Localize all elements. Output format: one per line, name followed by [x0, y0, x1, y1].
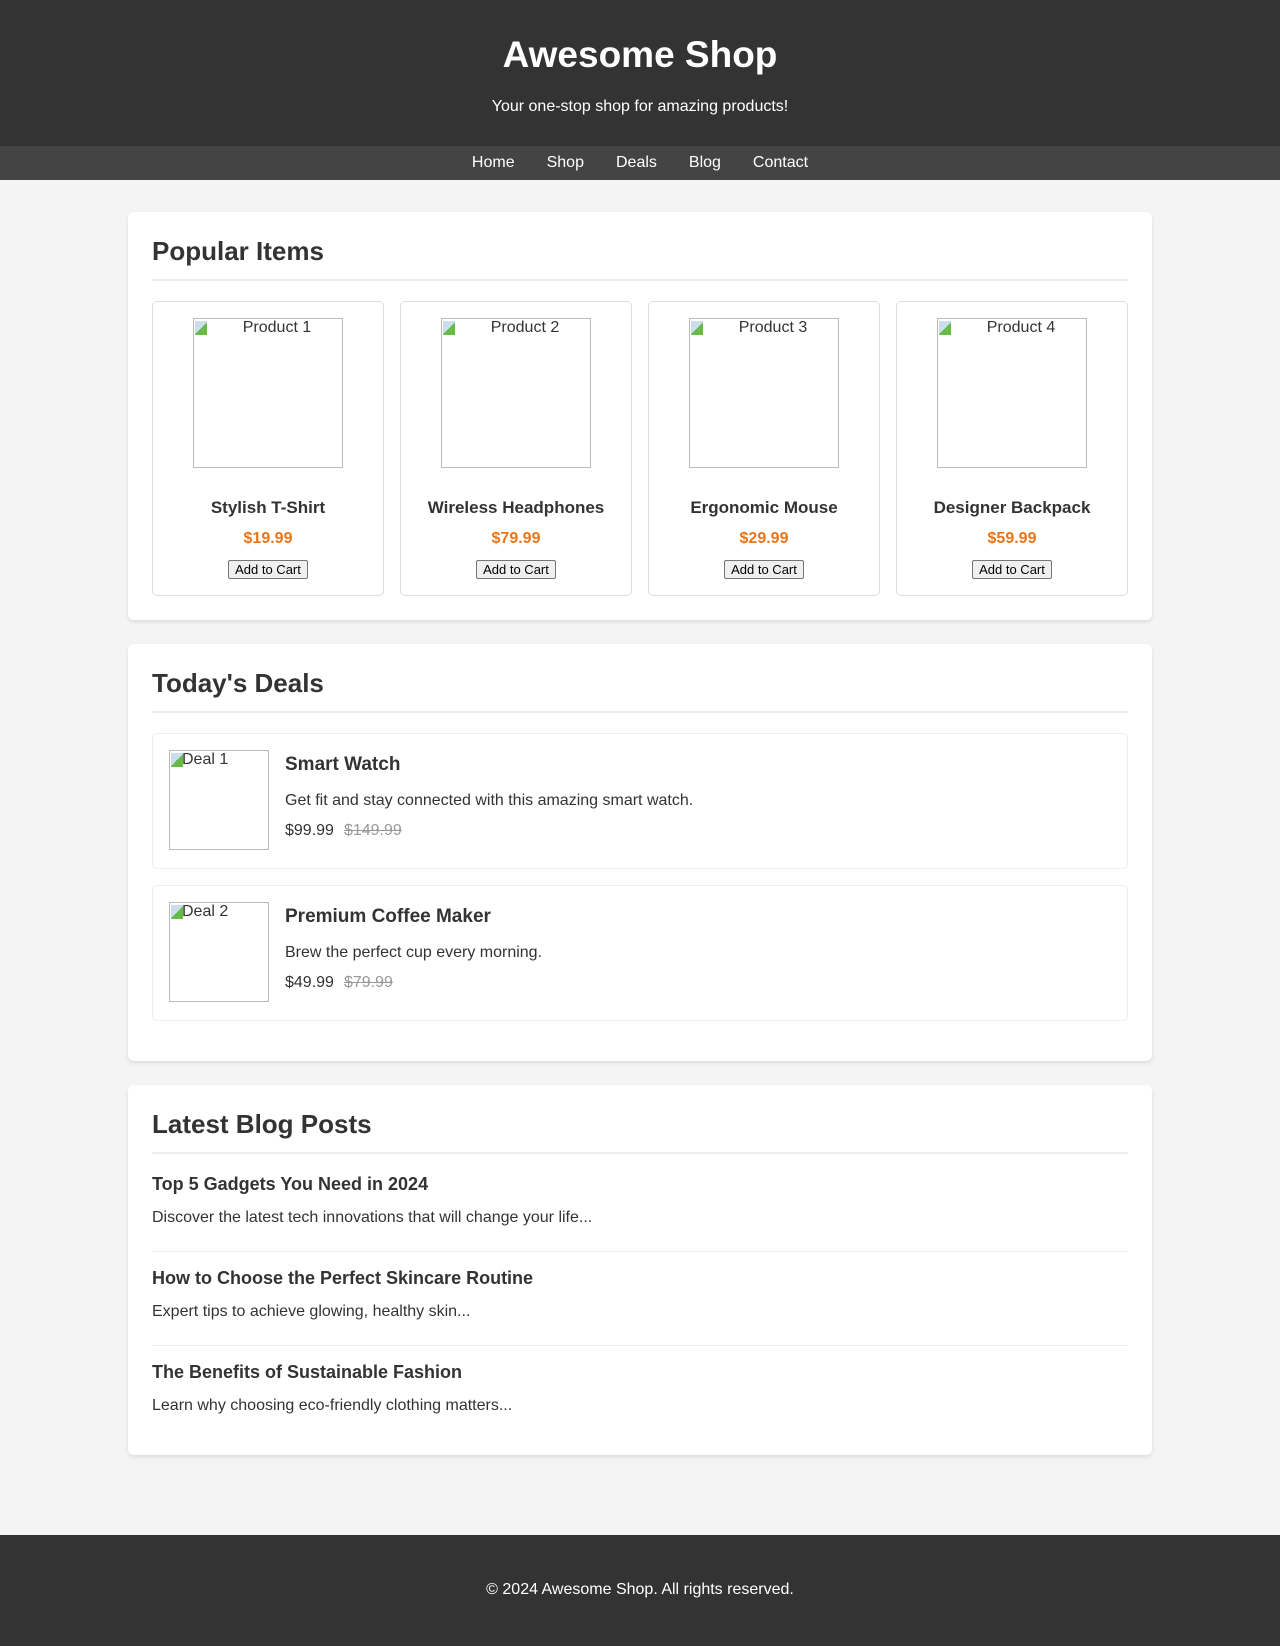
product-image: Product 4 — [937, 318, 1087, 468]
product-image: Product 2 — [441, 318, 591, 468]
deal-image: Deal 2 — [169, 902, 269, 1002]
deal-description: Brew the perfect cup every morning. — [285, 944, 543, 961]
deal-name: Premium Coffee Maker — [285, 906, 491, 927]
site-tagline: Your one-stop shop for amazing products! — [491, 98, 789, 115]
product-price: $59.99 — [987, 530, 1037, 547]
section-title: Today's Deals — [152, 668, 1128, 713]
product-name: Ergonomic Mouse — [690, 498, 838, 517]
nav-home[interactable]: Home — [471, 154, 515, 171]
section-title: Latest Blog Posts — [152, 1109, 1128, 1154]
nav-shop[interactable]: Shop — [546, 154, 584, 171]
product-price: $19.99 — [243, 530, 293, 547]
blog-post: The Benefits of Sustainable Fashion Lear… — [152, 1362, 1128, 1431]
product-price: $29.99 — [739, 530, 789, 547]
blog-post-excerpt: Learn why choosing eco-friendly clothing… — [152, 1397, 513, 1414]
blog-post-title[interactable]: Top 5 Gadgets You Need in 2024 — [152, 1174, 429, 1194]
deal-price: $49.99 — [285, 974, 334, 991]
deal-name: Smart Watch — [285, 754, 401, 775]
product-card: Product 4 Designer Backpack $59.99 Add t… — [896, 301, 1128, 596]
product-price: $79.99 — [491, 530, 541, 547]
nav-deals[interactable]: Deals — [615, 154, 657, 171]
product-name: Stylish T-Shirt — [210, 498, 326, 517]
product-card: Product 2 Wireless Headphones $79.99 Add… — [400, 301, 632, 596]
deal-description: Get fit and stay connected with this ama… — [285, 792, 694, 809]
add-to-cart-button[interactable]: Add to Cart — [476, 560, 556, 579]
product-image: Product 3 — [689, 318, 839, 468]
product-card: Product 1 Stylish T-Shirt $19.99 Add to … — [152, 301, 384, 596]
site-footer: © 2024 Awesome Shop. All rights reserved… — [0, 1535, 1280, 1646]
product-card: Product 3 Ergonomic Mouse $29.99 Add to … — [648, 301, 880, 596]
nav-blog[interactable]: Blog — [688, 154, 721, 171]
nav-contact[interactable]: Contact — [752, 154, 809, 171]
copyright: © 2024 Awesome Shop. All rights reserved… — [486, 1581, 794, 1598]
blog-section: Latest Blog Posts Top 5 Gadgets You Need… — [128, 1085, 1152, 1455]
section-title: Popular Items — [152, 236, 1128, 281]
deal-old-price: $79.99 — [343, 974, 393, 991]
blog-post: How to Choose the Perfect Skincare Routi… — [152, 1268, 1128, 1346]
blog-post-title[interactable]: The Benefits of Sustainable Fashion — [152, 1362, 463, 1382]
add-to-cart-button[interactable]: Add to Cart — [972, 560, 1052, 579]
site-header: Awesome Shop Your one-stop shop for amaz… — [0, 0, 1280, 146]
deals-section: Today's Deals Deal 1 Smart Watch Get fit… — [128, 644, 1152, 1061]
blog-post: Top 5 Gadgets You Need in 2024 Discover … — [152, 1174, 1128, 1252]
add-to-cart-button[interactable]: Add to Cart — [228, 560, 308, 579]
main-nav: Home Shop Deals Blog Contact — [0, 146, 1280, 180]
product-name: Designer Backpack — [933, 498, 1091, 517]
site-title: Awesome Shop — [502, 34, 778, 75]
deal-old-price: $149.99 — [343, 822, 402, 839]
popular-items-section: Popular Items Product 1 Stylish T-Shirt … — [128, 212, 1152, 620]
product-name: Wireless Headphones — [427, 498, 605, 517]
deal-image: Deal 1 — [169, 750, 269, 850]
add-to-cart-button[interactable]: Add to Cart — [724, 560, 804, 579]
deal-price: $99.99 — [285, 822, 334, 839]
blog-post-title[interactable]: How to Choose the Perfect Skincare Routi… — [152, 1268, 534, 1288]
deal-item: Deal 1 Smart Watch Get fit and stay conn… — [152, 733, 1128, 869]
product-image: Product 1 — [193, 318, 343, 468]
deal-item: Deal 2 Premium Coffee Maker Brew the per… — [152, 885, 1128, 1021]
blog-post-excerpt: Discover the latest tech innovations tha… — [152, 1209, 593, 1226]
blog-post-excerpt: Expert tips to achieve glowing, healthy … — [152, 1303, 471, 1320]
